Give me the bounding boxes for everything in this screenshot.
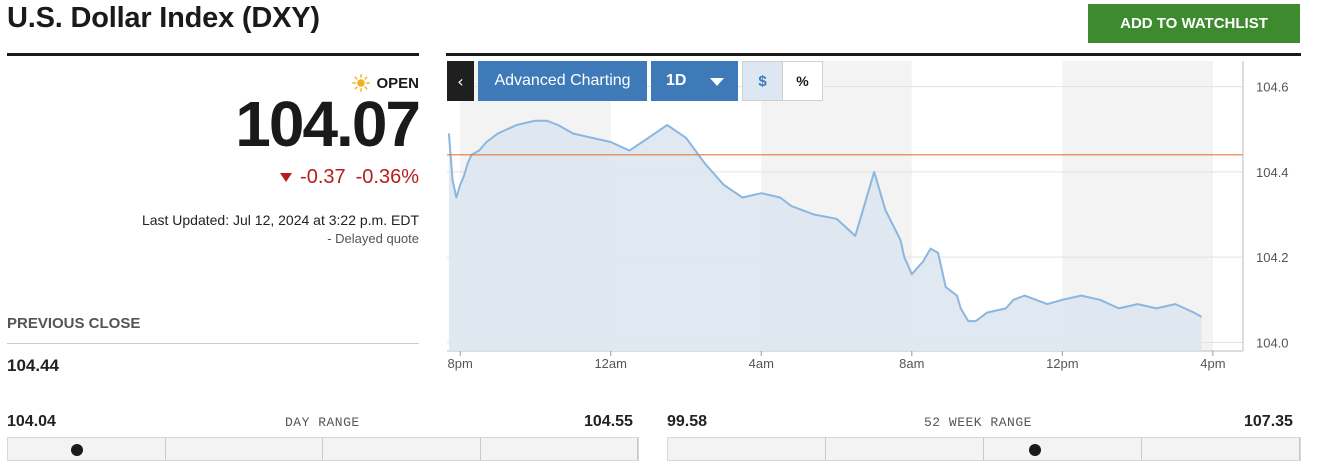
last-updated: Last Updated: Jul 12, 2024 at 3:22 p.m. … [141,212,419,228]
change-value: -0.37 [300,166,346,188]
y-tick-label: 104.0 [1256,335,1289,350]
current-price: 104.07 [235,88,421,160]
period-dropdown[interactable]: 1D [651,61,738,101]
collapse-chart-button[interactable]: ‹ [447,61,474,101]
divider [446,53,1301,56]
series-area [448,120,1202,351]
price-change: -0.37 -0.36% [280,166,419,189]
delayed-quote-note: - Delayed quote [327,231,419,246]
week52-range-low: 99.58 [667,413,708,430]
day-range-bar [7,437,639,461]
x-tick-label: 4pm [1200,356,1225,371]
percent-mode-button[interactable]: % [783,62,822,100]
change-percent: -0.36% [355,166,419,188]
day-range-marker [71,444,84,456]
status-label: OPEN [376,74,419,92]
previous-close-value: 104.44 [7,356,59,375]
add-to-watchlist-button[interactable]: ADD TO WATCHLIST [1088,4,1300,43]
x-tick-label: 4am [749,356,774,371]
market-status: OPEN [352,74,419,92]
week52-range-label: 52 WEEK RANGE [924,415,1032,430]
page-title: U.S. Dollar Index (DXY) [7,2,320,34]
day-range-high: 104.55 [584,413,633,430]
series-line [447,119,1203,323]
y-tick-label: 104.6 [1256,80,1289,95]
x-tick-label: 12pm [1046,356,1079,371]
sun-icon [352,74,371,92]
divider [7,343,419,344]
y-tick-label: 104.2 [1256,250,1289,265]
day-range-low: 104.04 [7,413,56,430]
day-range-label: DAY RANGE [285,415,360,430]
x-tick-label: 8pm [448,356,473,371]
value-mode-toggle: $ % [742,61,823,101]
down-arrow-icon [280,173,293,182]
x-tick-label: 12am [594,356,627,371]
period-label: 1D [666,72,687,89]
week52-range-bar [667,437,1301,461]
dollar-mode-button[interactable]: $ [743,62,783,100]
divider [7,53,419,56]
advanced-charting-button[interactable]: Advanced Charting [478,61,647,101]
week52-range-high: 107.35 [1244,413,1293,430]
y-tick-label: 104.4 [1256,165,1289,180]
x-tick-label: 8am [899,356,924,371]
week52-range-marker [1028,444,1041,456]
chevron-down-icon [710,78,724,86]
previous-close-label: PREVIOUS CLOSE [7,315,141,332]
